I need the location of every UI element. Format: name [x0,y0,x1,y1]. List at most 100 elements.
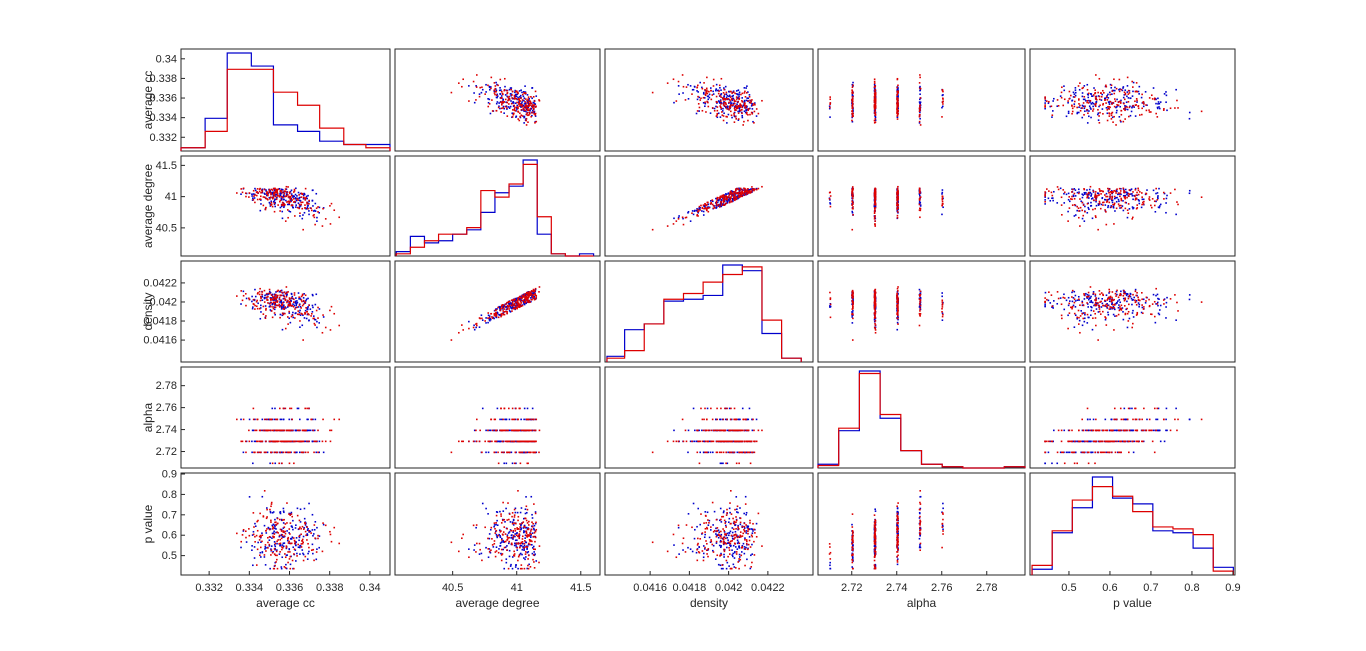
data-point [514,307,517,310]
data-point [289,407,291,410]
data-point [1106,199,1108,202]
data-point [941,307,943,310]
data-point [1114,197,1116,200]
data-point [500,305,503,308]
data-point [450,339,453,341]
data-point [852,84,854,87]
data-point [735,106,737,109]
data-point [1131,194,1134,197]
data-point [251,307,254,310]
data-point [1097,91,1099,94]
data-point [941,306,944,308]
data-point [723,101,726,103]
data-point [281,429,284,432]
data-point [852,313,854,316]
data-point [267,302,269,304]
data-point [506,305,508,308]
data-point [487,101,490,104]
data-point [726,199,728,201]
data-point [242,290,245,293]
data-point [1089,314,1092,317]
data-point [918,312,921,315]
data-point [1049,302,1052,304]
data-point [296,313,299,316]
data-point [723,198,726,200]
data-point [305,429,307,432]
data-point [723,102,725,104]
data-point [896,98,898,101]
data-point [1108,191,1110,194]
data-point [517,305,520,308]
data-point [1146,189,1148,191]
data-point [1044,303,1046,305]
data-point [311,304,314,307]
data-point [1081,312,1084,315]
data-point [254,189,257,192]
panel-r2-c2 [394,155,601,257]
data-point [270,204,272,206]
y-tick-label: 0.042 [149,296,177,308]
data-point [707,105,710,108]
data-point [1068,302,1071,305]
data-point [315,309,318,312]
data-point [1174,294,1176,296]
data-point [737,119,740,121]
data-point [282,195,285,198]
panel-r1-c2 [394,48,601,152]
data-point [534,293,536,295]
data-point [743,189,746,191]
data-point [1094,197,1097,199]
data-point [716,116,719,119]
data-point [514,300,516,303]
data-point [753,110,756,113]
data-point [725,115,727,118]
data-point [747,100,749,103]
data-point [852,92,854,94]
data-point [1082,194,1085,196]
data-point [472,326,475,329]
data-point [1157,304,1159,307]
data-point [296,306,298,309]
data-point [488,98,491,101]
data-point [304,301,307,304]
data-point [852,298,854,300]
data-point [531,105,533,107]
data-point [276,196,278,199]
data-point [273,189,276,192]
data-point [1188,117,1191,120]
data-point [731,95,734,98]
data-point [1110,190,1113,192]
data-point [1095,98,1098,101]
data-point [704,94,707,97]
data-point [701,109,704,112]
data-point [1132,86,1134,88]
data-point [1083,294,1086,296]
data-point [1097,108,1099,111]
data-point [532,296,534,299]
data-point [276,296,278,298]
data-point [316,220,318,222]
data-point [317,306,319,309]
data-point [730,200,733,203]
data-point [1079,315,1082,317]
data-point [286,203,289,206]
data-point [1087,96,1090,99]
data-point [1076,209,1079,212]
data-point [301,304,304,307]
data-point [717,203,720,206]
data-point [268,190,271,193]
data-point [747,191,749,193]
data-point [720,96,722,98]
data-point [259,295,262,298]
data-point [516,106,518,108]
data-point [265,293,268,296]
data-point [1134,290,1137,293]
data-point [708,207,710,209]
data-point [529,100,532,103]
data-point [716,89,719,92]
data-point [701,210,703,212]
data-point [737,104,740,107]
data-point [526,297,528,300]
data-point [716,204,718,207]
data-point [1114,308,1116,311]
